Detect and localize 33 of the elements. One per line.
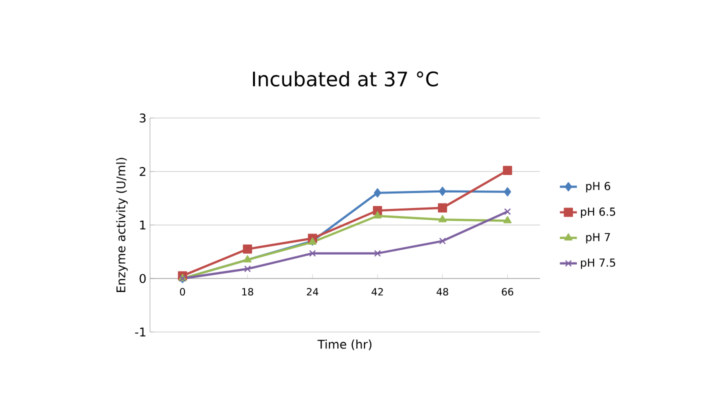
point bbox=[504, 208, 511, 216]
point bbox=[438, 203, 448, 212]
x-tick-label: 18 bbox=[242, 288, 254, 296]
legend-label: pH 6.5 bbox=[580, 208, 616, 218]
x-tick-label: 66 bbox=[502, 288, 514, 296]
point bbox=[309, 250, 316, 257]
y-tick-label: 0 bbox=[140, 274, 146, 284]
x-tick-label: 48 bbox=[436, 288, 448, 296]
point bbox=[438, 186, 446, 196]
y-axis-title: Enzyme activity (U/ml) bbox=[116, 158, 128, 292]
point bbox=[502, 166, 512, 176]
point bbox=[503, 216, 512, 224]
point bbox=[439, 238, 446, 244]
point bbox=[242, 244, 252, 254]
x-tick-label: 24 bbox=[306, 288, 318, 296]
legend-label: pH 7 bbox=[586, 233, 610, 244]
point bbox=[374, 188, 382, 198]
point bbox=[244, 265, 251, 272]
point bbox=[504, 187, 512, 196]
x-tick-label: 0 bbox=[180, 288, 186, 296]
chart-title: Incubated at 37 °C bbox=[252, 71, 438, 86]
y-tick-label: -1 bbox=[135, 328, 146, 336]
point bbox=[373, 211, 382, 218]
y-tick-label: 1 bbox=[140, 220, 146, 230]
point bbox=[438, 215, 447, 222]
legend-label: pH 7.5 bbox=[580, 258, 616, 269]
point bbox=[374, 250, 381, 257]
y-tick-label: 3 bbox=[140, 113, 146, 123]
point bbox=[243, 255, 252, 262]
x-tick-label: 42 bbox=[372, 288, 383, 296]
y-tick-label: 2 bbox=[140, 167, 146, 176]
x-axis-title: Time (hr) bbox=[318, 340, 372, 350]
legend-label: pH 6 bbox=[586, 182, 610, 192]
